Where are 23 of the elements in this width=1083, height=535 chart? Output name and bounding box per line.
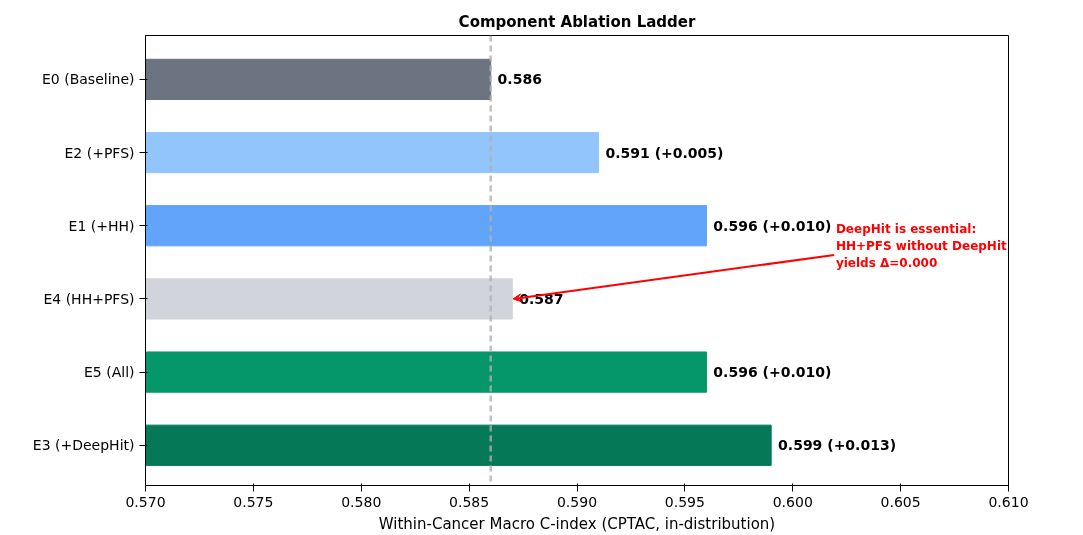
data-label: 0.586 bbox=[497, 71, 542, 88]
x-tick-label: 0.575 bbox=[233, 493, 274, 510]
x-axis-title: Within-Cancer Macro C-index (CPTAC, in-distribution) bbox=[378, 514, 776, 533]
y-tick-label: E3 (+DeepHit) bbox=[32, 437, 135, 454]
x-tick-label: 0.595 bbox=[664, 493, 705, 510]
x-tick-label: 0.610 bbox=[988, 493, 1029, 510]
y-tick-label: E2 (+PFS) bbox=[64, 144, 135, 161]
x-tick-label: 0.585 bbox=[449, 493, 490, 510]
x-tick-label: 0.590 bbox=[556, 493, 598, 510]
data-label: 0.599 (+0.013) bbox=[778, 437, 897, 454]
y-tick-label: E1 (+HH) bbox=[68, 217, 135, 234]
data-label: 0.596 (+0.010) bbox=[713, 217, 832, 234]
y-tick-label: E4 (HH+PFS) bbox=[43, 290, 135, 307]
x-tick-label: 0.570 bbox=[125, 493, 166, 510]
y-tick-label: E0 (Baseline) bbox=[42, 71, 135, 88]
y-tick-label: E5 (All) bbox=[84, 364, 135, 381]
x-tick-label: 0.580 bbox=[341, 493, 382, 510]
annotation: DeepHit is essential: HH+PFS without DeepHit yields Δ=0.000 bbox=[835, 222, 1008, 270]
data-label: 0.596 (+0.010) bbox=[713, 364, 832, 381]
chart-title: Component Ablation Ladder bbox=[458, 12, 696, 31]
data-label: 0.591 (+0.005) bbox=[605, 144, 724, 161]
x-tick-label: 0.600 bbox=[772, 493, 813, 510]
x-tick-label: 0.605 bbox=[880, 493, 921, 510]
